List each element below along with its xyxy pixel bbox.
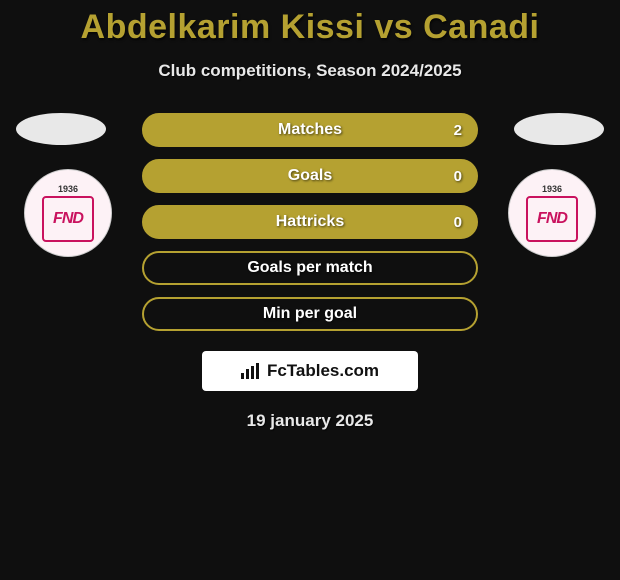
stat-bar-min-per-goal: Min per goal: [142, 297, 478, 331]
player-oval-right: [514, 113, 604, 145]
stat-bar-goals: Goals 0: [142, 159, 478, 193]
stat-value-right: 2: [454, 122, 462, 139]
stat-value-right: 0: [454, 168, 462, 185]
club-logo-right: 1936 FND: [508, 169, 596, 257]
club-logo-inner: FND: [42, 196, 94, 242]
chart-icon: [241, 363, 261, 379]
stat-label: Min per goal: [263, 305, 357, 323]
stat-bar-matches: Matches 2: [142, 113, 478, 147]
page-subtitle: Club competitions, Season 2024/2025: [0, 61, 620, 81]
page-title: Abdelkarim Kissi vs Canadi: [0, 8, 620, 47]
main-area: 1936 FND 1936 FND Matches 2 Goals 0 Hatt…: [0, 113, 620, 431]
club-logo-year: 1936: [542, 184, 562, 194]
stat-label: Matches: [278, 121, 342, 139]
club-logo-monogram: FND: [537, 210, 567, 228]
stat-label: Goals per match: [247, 259, 372, 277]
brand-text: FcTables.com: [267, 361, 379, 381]
stat-value-right: 0: [454, 214, 462, 231]
stat-label: Goals: [288, 167, 332, 185]
stat-bar-hattricks: Hattricks 0: [142, 205, 478, 239]
stat-label: Hattricks: [276, 213, 344, 231]
club-logo-inner: FND: [526, 196, 578, 242]
club-logo-year: 1936: [58, 184, 78, 194]
club-logo-left: 1936 FND: [24, 169, 112, 257]
club-logo-monogram: FND: [53, 210, 83, 228]
comparison-widget: Abdelkarim Kissi vs Canadi Club competit…: [0, 0, 620, 431]
stat-bar-goals-per-match: Goals per match: [142, 251, 478, 285]
player-oval-left: [16, 113, 106, 145]
brand-badge[interactable]: FcTables.com: [202, 351, 418, 391]
stat-rows: Matches 2 Goals 0 Hattricks 0 Goals per …: [142, 113, 478, 331]
footer-date: 19 january 2025: [0, 411, 620, 431]
